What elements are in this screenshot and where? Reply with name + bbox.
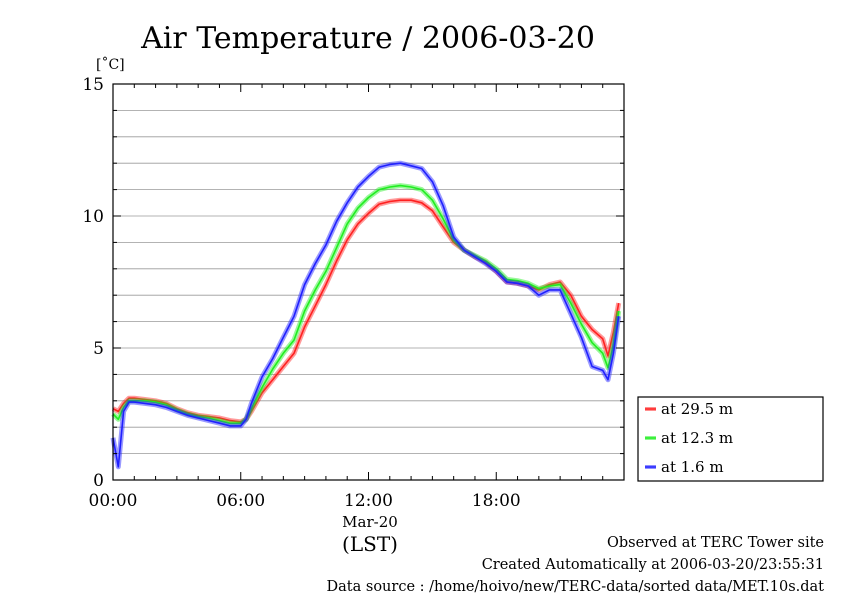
series-line-halo-2 [110, 160, 622, 470]
x-tick-label: 06:00 [216, 491, 265, 511]
x-tick-label: 12:00 [344, 491, 393, 511]
legend-label: at 29.5 m [661, 400, 733, 418]
date-label: Mar-20 [342, 513, 398, 531]
series-line-1 [112, 184, 620, 424]
series-layer [110, 160, 622, 470]
footer-observed: Observed at TERC Tower site [606, 535, 824, 551]
grid-lines [113, 110, 624, 455]
series-line-0 [112, 199, 620, 423]
footer-source: Data source : /home/hoivo/new/TERC-data/… [326, 579, 824, 595]
series-line-halo-1 [111, 183, 622, 426]
x-tick-label: 18:00 [472, 491, 521, 511]
y-axis-unit: [˚C] [96, 56, 125, 73]
plot-frame [112, 83, 625, 481]
x-tick-label: 00:00 [89, 491, 138, 511]
legend-label: at 1.6 m [661, 458, 724, 476]
series-line-2 [112, 162, 620, 468]
y-tick-label: 10 [82, 207, 104, 227]
legend-box [637, 396, 824, 482]
legend: at 29.5 m at 12.3 m at 1.6 m [637, 396, 824, 482]
legend-label: at 12.3 m [661, 429, 733, 447]
series-line-halo-0 [111, 197, 622, 425]
axis-ticks [112, 83, 625, 481]
y-tick-label: 15 [82, 75, 104, 95]
y-tick-label: 5 [93, 339, 104, 359]
y-tick-label: 0 [93, 471, 104, 491]
tick-labels: 00:00 06:00 12:00 18:00 0 5 10 15 [82, 75, 520, 511]
chart-title: Air Temperature / 2006-03-20 [140, 21, 595, 56]
x-axis-label: (LST) [342, 532, 398, 556]
footer-created: Created Automatically at 2006-03-20/23:5… [481, 557, 824, 573]
